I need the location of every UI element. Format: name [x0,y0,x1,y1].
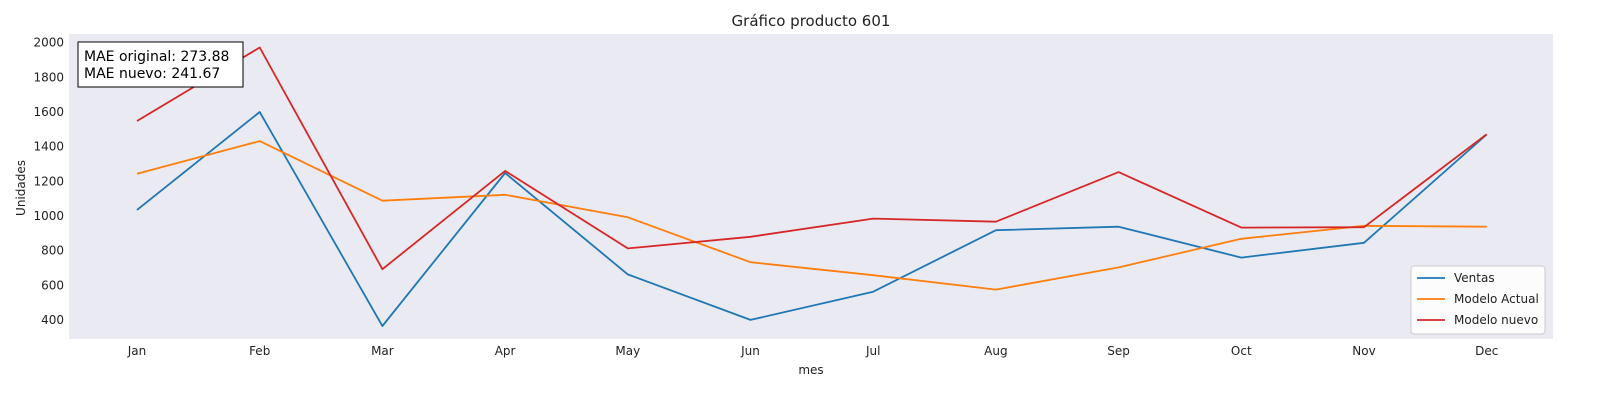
annotation-box: MAE original: 273.88 MAE nuevo: 241.67 [77,41,244,88]
x-tick-label: Nov [1352,344,1375,358]
x-tick-label: Mar [371,344,394,358]
series-line-modelo-nuevo [136,46,1488,271]
y-tick-label: 400 [41,313,64,327]
annotation-line-1: MAE original: 273.88 [84,49,229,65]
x-tick-label: May [615,344,640,358]
x-tick-label: Dec [1475,344,1498,358]
y-axis-label: Unidades [14,160,28,216]
series-line-ventas [136,111,1488,327]
legend: Ventas Modelo Actual Modelo nuevo [1410,265,1546,335]
y-tick-label: 1800 [33,70,64,84]
legend-entry-label: Modelo nuevo [1454,313,1538,327]
y-tick-label: 2000 [33,36,64,50]
x-tick-label: Jun [740,344,760,358]
y-tick-label: 600 [41,278,64,292]
x-tick-label: Sep [1107,344,1130,358]
legend-box [1410,265,1546,335]
y-tick-label: 1600 [33,105,64,119]
x-axis: Jan Feb Mar Apr May Jun Jul Aug Sep Oct Nov Dec [127,344,1499,358]
x-tick-label: Jul [865,344,880,358]
x-tick-label: Oct [1231,344,1252,358]
legend-entry-label: Modelo Actual [1454,292,1539,306]
chart-title: Gráfico producto 601 [732,12,891,30]
plot-area [69,34,1553,339]
series-group [136,46,1488,327]
annotation-line-2: MAE nuevo: 241.67 [84,66,220,82]
x-tick-label: Jan [127,344,147,358]
y-tick-label: 1400 [33,140,64,154]
legend-entry-label: Ventas [1454,271,1495,285]
y-tick-label: 800 [41,244,64,258]
x-tick-label: Feb [249,344,270,358]
y-tick-label: 1200 [33,174,64,188]
y-axis: 400 600 800 1000 1200 1400 1600 1800 2000 [33,36,64,327]
x-tick-label: Aug [984,344,1007,358]
y-tick-label: 1000 [33,209,64,223]
series-line-modelo-actual [136,140,1487,291]
x-axis-label: mes [798,363,823,377]
x-tick-label: Apr [495,344,516,358]
